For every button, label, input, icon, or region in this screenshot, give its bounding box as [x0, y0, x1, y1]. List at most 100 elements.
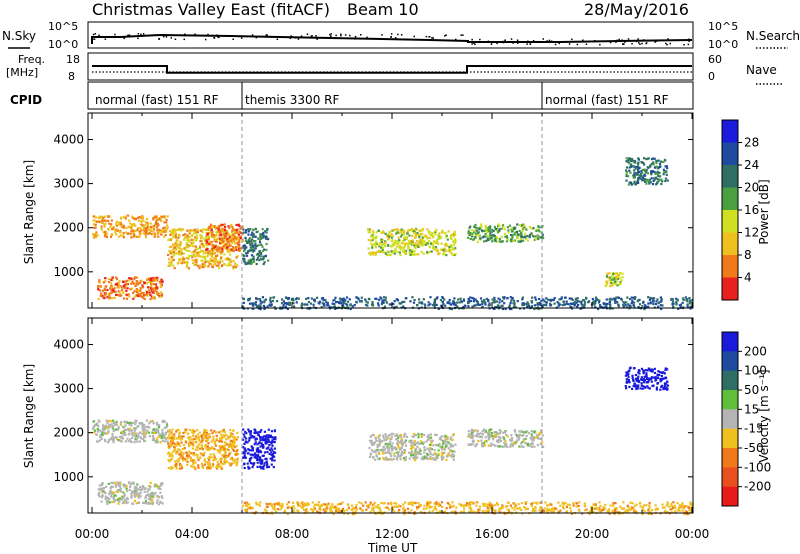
data-cell: [105, 233, 108, 236]
data-cell: [120, 224, 124, 227]
data-cell: [358, 300, 362, 303]
data-cell: [645, 369, 648, 372]
data-cell: [521, 440, 524, 444]
data-cell: [157, 235, 160, 238]
data-cell: [250, 449, 253, 452]
data-cell: [217, 450, 220, 453]
data-cell: [574, 297, 577, 300]
data-cell: [399, 448, 402, 451]
data-cell: [346, 300, 350, 303]
data-cell: [483, 235, 486, 238]
nsky-point: [594, 40, 596, 42]
data-cell: [133, 218, 137, 221]
data-cell: [403, 451, 406, 454]
data-cell: [194, 467, 197, 470]
data-cell: [477, 231, 480, 234]
data-cell: [504, 430, 507, 433]
data-cell: [249, 260, 252, 263]
data-cell: [121, 432, 124, 435]
data-cell: [179, 242, 182, 245]
data-cell: [509, 234, 513, 237]
data-cell: [637, 177, 640, 180]
data-cell: [148, 502, 151, 505]
data-cell: [316, 296, 319, 299]
data-cell: [543, 303, 546, 306]
data-cell: [446, 453, 450, 456]
data-cell: [369, 253, 372, 256]
data-cell: [377, 458, 380, 461]
data-cell: [397, 451, 400, 454]
data-cell: [440, 435, 443, 438]
data-cell: [229, 432, 232, 435]
data-cell: [227, 233, 230, 236]
data-cell: [192, 444, 195, 447]
data-cell: [203, 257, 206, 260]
data-cell: [176, 443, 179, 446]
data-cell: [494, 435, 497, 438]
data-cell: [139, 495, 142, 498]
data-cell: [130, 494, 133, 498]
data-cell: [213, 447, 216, 451]
data-cell: [532, 227, 535, 230]
data-cell: [271, 455, 274, 458]
data-cell: [251, 238, 254, 241]
data-cell: [133, 434, 136, 437]
data-cell: [432, 243, 435, 246]
data-cell: [186, 452, 189, 455]
data-cell: [152, 501, 155, 504]
data-cell: [221, 260, 224, 263]
data-cell: [453, 450, 456, 453]
data-cell: [377, 435, 380, 438]
data-cell: [470, 436, 473, 439]
data-cell: [242, 298, 245, 301]
data-cell: [184, 246, 188, 249]
data-cell: [374, 237, 377, 240]
data-cell: [530, 445, 533, 448]
data-cell: [261, 249, 265, 253]
data-cell: [133, 278, 136, 281]
data-cell: [188, 438, 191, 441]
data-cell: [138, 494, 141, 497]
data-cell: [560, 297, 563, 301]
data-cell: [249, 453, 252, 456]
data-cell: [496, 237, 499, 240]
data-cell: [131, 287, 134, 290]
data-cell: [530, 232, 533, 235]
data-cell: [199, 240, 202, 243]
data-cell: [125, 501, 128, 505]
data-cell: [204, 434, 207, 437]
data-cell: [686, 303, 689, 306]
data-cell: [612, 281, 615, 284]
data-cell: [424, 241, 427, 244]
nsky-point: [431, 37, 433, 39]
nsky-point: [529, 43, 531, 45]
data-cell: [130, 277, 133, 280]
data-cell: [462, 299, 466, 302]
nsky-point: [344, 34, 347, 36]
data-cell: [117, 481, 120, 484]
data-cell: [421, 238, 424, 241]
nsky-point: [502, 40, 504, 43]
data-cell: [428, 236, 431, 240]
data-cell: [409, 239, 412, 242]
nsky-label: N.Sky: [2, 29, 36, 43]
data-cell: [432, 246, 435, 249]
data-cell: [521, 304, 524, 307]
data-cell: [382, 452, 385, 455]
data-cell: [402, 435, 405, 438]
data-cell: [536, 444, 539, 447]
data-cell: [110, 481, 113, 484]
data-cell: [611, 278, 614, 281]
data-cell: [141, 485, 145, 488]
data-cell: [267, 465, 271, 468]
data-cell: [493, 434, 496, 437]
data-cell: [665, 173, 668, 176]
data-cell: [627, 304, 630, 307]
data-cell: [267, 259, 270, 262]
data-cell: [199, 264, 202, 267]
data-cell: [383, 251, 386, 254]
data-cell: [419, 449, 422, 452]
data-cell: [451, 456, 454, 459]
data-cell: [192, 245, 195, 248]
data-cell: [399, 435, 402, 438]
